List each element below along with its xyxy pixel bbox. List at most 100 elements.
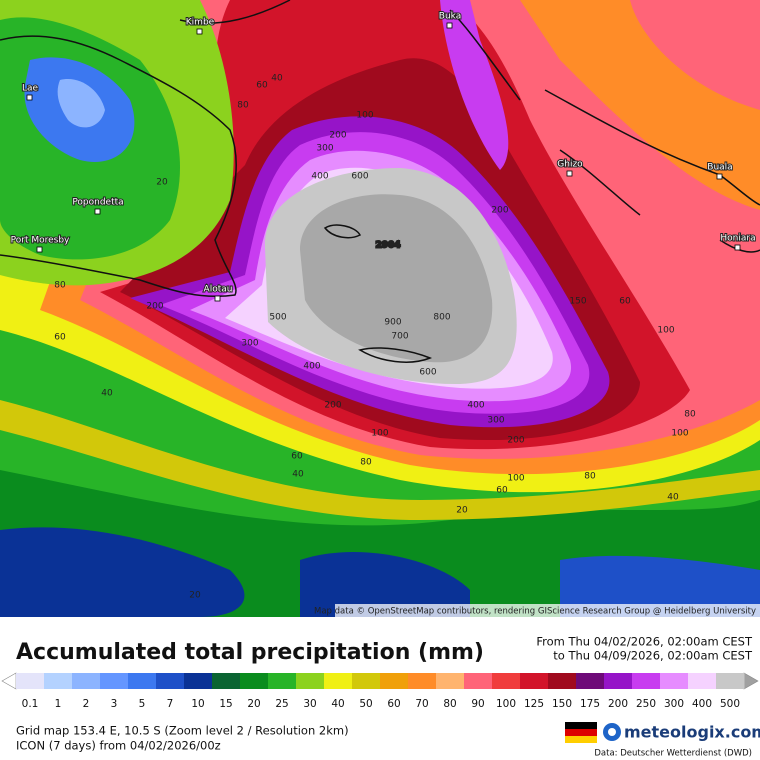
legend-swatch xyxy=(128,673,157,689)
contour-label: 200 xyxy=(329,131,346,141)
contour-label: 700 xyxy=(391,332,408,342)
legend-swatch xyxy=(100,673,129,689)
precip-area xyxy=(0,527,245,617)
legend-low-arrow xyxy=(1,672,17,690)
contour-label: 100 xyxy=(657,326,674,336)
contour-label: 300 xyxy=(316,144,333,154)
legend-label: 30 xyxy=(303,698,316,710)
legend-label: 7 xyxy=(167,698,174,710)
legend-label: 250 xyxy=(636,698,656,710)
contour-label: 200 xyxy=(507,436,524,446)
contour-label: 20 xyxy=(456,506,468,516)
period-from: From Thu 04/02/2026, 02:00am CEST xyxy=(536,635,753,649)
legend-swatch xyxy=(380,673,409,689)
legend-swatch xyxy=(324,673,353,689)
legend-label: 175 xyxy=(580,698,600,710)
place-label: Buka xyxy=(439,12,461,22)
model-info: ICON (7 days) from 04/02/2026/00z xyxy=(16,739,221,753)
legend-swatch xyxy=(520,673,549,689)
legend-swatch xyxy=(296,673,325,689)
legend-label: 200 xyxy=(608,698,628,710)
place-label: Popondetta xyxy=(72,198,123,208)
legend-label: 70 xyxy=(415,698,428,710)
precip-area xyxy=(300,194,493,363)
precip-area xyxy=(300,551,470,617)
legend-label: 90 xyxy=(471,698,484,710)
legend-label: 300 xyxy=(664,698,684,710)
coastline xyxy=(449,9,521,101)
contour-label: 40 xyxy=(667,493,679,503)
period-to: to Thu 04/09/2026, 02:00am CEST xyxy=(553,649,753,663)
place-marker xyxy=(26,94,33,101)
legend-swatch xyxy=(660,673,689,689)
legend-label: 400 xyxy=(692,698,712,710)
contour-label: 300 xyxy=(241,339,258,349)
legend-label: 25 xyxy=(275,698,288,710)
legend-label: 40 xyxy=(331,698,344,710)
contour-label: 600 xyxy=(351,172,368,182)
legend-label: 3 xyxy=(111,698,118,710)
legend-label: 50 xyxy=(359,698,372,710)
legend-label: 125 xyxy=(524,698,544,710)
legend-swatch xyxy=(16,673,45,689)
precip-area xyxy=(630,0,760,110)
legend: 0.1 1 2 3 5 7 10 15 20 25 30 40 50 60 70 80 90 100 125 150 1… xyxy=(1,672,759,710)
island xyxy=(358,347,433,363)
place-marker xyxy=(716,173,723,180)
place-marker xyxy=(734,244,741,251)
contour-label: 80 xyxy=(237,101,249,111)
legend-label: 20 xyxy=(247,698,260,710)
footer: Accumulated total precipitation (mm) Fro… xyxy=(1,635,760,759)
data-source: Data: Deutscher Wetterdienst (DWD) xyxy=(594,749,752,759)
contour-label: 20 xyxy=(156,178,168,188)
precip-area xyxy=(560,555,760,617)
contour-label: 200 xyxy=(324,401,341,411)
contour-label: 60 xyxy=(54,333,66,343)
coastline xyxy=(179,0,291,24)
contour-label: 300 xyxy=(487,416,504,426)
place-marker xyxy=(566,170,573,177)
grid-info: Grid map 153.4 E, 10.5 S (Zoom level 2 /… xyxy=(16,724,349,738)
title: Accumulated total precipitation (mm) xyxy=(16,640,484,665)
legend-swatch xyxy=(240,673,269,689)
legend-label: 500 xyxy=(720,698,740,710)
coastline xyxy=(559,149,641,216)
flag xyxy=(565,722,597,743)
contour-label: 80 xyxy=(684,410,696,420)
precip-area xyxy=(57,79,105,128)
coastline xyxy=(544,89,760,206)
contour-label: 900 xyxy=(384,318,401,328)
legend-swatch xyxy=(716,673,745,689)
attribution-background xyxy=(335,604,760,617)
legend-swatch xyxy=(72,673,101,689)
legend-swatch xyxy=(632,673,661,689)
legend-swatch xyxy=(184,673,213,689)
contour-label: 100 xyxy=(356,111,373,121)
legend-label: 10 xyxy=(191,698,204,710)
legend-swatch xyxy=(408,673,437,689)
coastline xyxy=(0,35,237,298)
precip-area xyxy=(0,400,760,520)
legend-swatch xyxy=(576,673,605,689)
flag-stripe xyxy=(565,736,597,743)
legend-swatch xyxy=(464,673,493,689)
contour-label: 400 xyxy=(303,362,320,372)
legend-label: 2 xyxy=(83,698,90,710)
coastlines xyxy=(0,0,760,363)
legend-label: 150 xyxy=(552,698,572,710)
contour-label: 400 xyxy=(311,172,328,182)
legend-swatch xyxy=(156,673,185,689)
place-label: Port Moresby xyxy=(11,236,70,246)
contour-label: 60 xyxy=(496,486,508,496)
brand[interactable]: meteologix.com xyxy=(624,723,760,742)
island xyxy=(323,224,362,239)
contour-label: 400 xyxy=(467,401,484,411)
place-label: Buala xyxy=(707,163,732,173)
contour-label: 600 xyxy=(419,368,436,378)
places: Kimbe Buka Lae Popondetta Port Moresby Alotau… xyxy=(10,11,757,302)
contour-label: 200 xyxy=(491,206,508,216)
legend-swatch xyxy=(352,673,381,689)
legend-swatch xyxy=(436,673,465,689)
legend-label: 1 xyxy=(55,698,62,710)
